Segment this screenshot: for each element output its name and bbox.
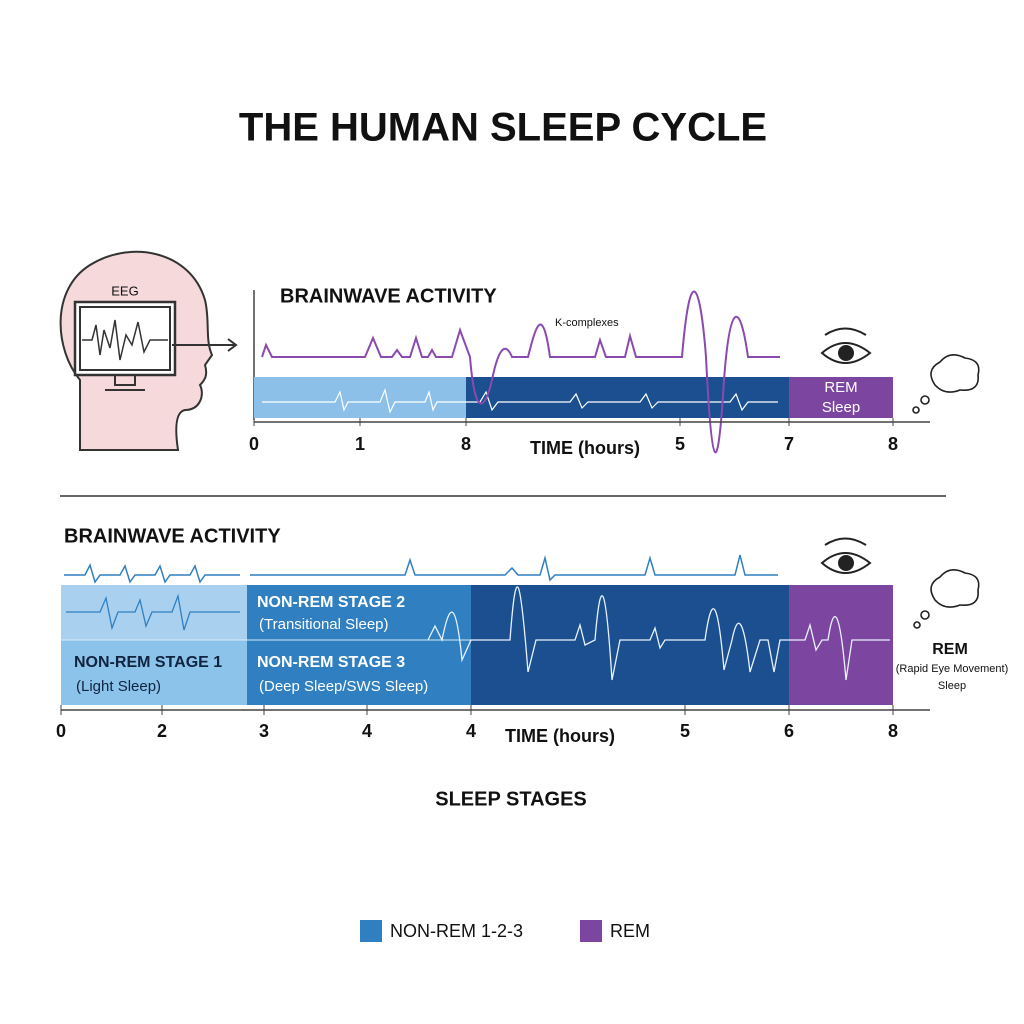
eye-icon bbox=[820, 327, 872, 364]
eeg-label: EEG bbox=[111, 283, 138, 298]
band-rem bbox=[789, 585, 893, 705]
top-heading: BRAINWAVE ACTIVITY bbox=[280, 285, 497, 307]
band-deep bbox=[471, 585, 789, 705]
stage-note: (Light Sleep) bbox=[76, 678, 161, 695]
x-axis-title-top: TIME (hours) bbox=[530, 438, 640, 458]
band-rem bbox=[789, 377, 893, 418]
x-tick-label: 0 bbox=[249, 434, 259, 454]
rem-name: REM bbox=[932, 641, 968, 658]
stage-labels: NON-REM STAGE 1 (Light Sleep) NON-REM STAG… bbox=[74, 594, 428, 695]
caption: SLEEP STAGES bbox=[435, 788, 587, 810]
legend-label: REM bbox=[610, 921, 650, 941]
legend: NON-REM 1-2-3 REM bbox=[360, 920, 650, 942]
x-tick-label: 8 bbox=[888, 434, 898, 454]
x-tick-label: 1 bbox=[355, 434, 365, 454]
x-tick-labels-bottom: 0 2 3 4 4 5 6 8 bbox=[56, 705, 898, 741]
band-light bbox=[254, 377, 466, 418]
eye-icon bbox=[820, 537, 872, 574]
band-stage23 bbox=[247, 585, 471, 705]
stage-note: (Deep Sleep/SWS Sleep) bbox=[259, 678, 428, 695]
x-tick-label: 4 bbox=[362, 721, 372, 741]
legend-label: NON-REM 1-2-3 bbox=[390, 921, 523, 941]
annotation: K-complexes bbox=[555, 317, 619, 329]
brainwave-top bbox=[261, 290, 780, 454]
band-deep bbox=[466, 377, 789, 418]
bottom-heading: BRAINWAVE ACTIVITY bbox=[64, 525, 281, 547]
rem-note: Sleep bbox=[822, 399, 860, 416]
stage-name: NON-REM STAGE 1 bbox=[74, 654, 222, 671]
band-stage1 bbox=[61, 640, 247, 705]
rem-note2: Sleep bbox=[938, 680, 966, 692]
legend-swatch bbox=[580, 920, 602, 942]
legend-swatch bbox=[360, 920, 382, 942]
rem-note: (Rapid Eye Movement) bbox=[896, 663, 1009, 675]
x-tick-label: 4 bbox=[466, 721, 476, 741]
title: THE HUMAN SLEEP CYCLE bbox=[239, 106, 767, 150]
x-axis-title-bottom: TIME (hours) bbox=[505, 726, 615, 746]
x-tick-label: 5 bbox=[675, 434, 685, 454]
x-tick-label: 8 bbox=[461, 434, 471, 454]
x-tick-label: 5 bbox=[680, 721, 690, 741]
wave-stage1 bbox=[66, 593, 240, 631]
x-tick-label: 7 bbox=[784, 434, 794, 454]
brainwave-bottom bbox=[64, 554, 778, 584]
dream-icon bbox=[913, 569, 980, 629]
rem-label: REM bbox=[824, 379, 857, 396]
head-icon bbox=[59, 250, 238, 451]
x-tick-label: 0 bbox=[56, 721, 66, 741]
x-tick-label: 6 bbox=[784, 721, 794, 741]
x-tick-label: 2 bbox=[157, 721, 167, 741]
x-tick-labels-top: 0 1 8 5 7 8 bbox=[249, 418, 898, 454]
stage-note: (Transitional Sleep) bbox=[259, 616, 389, 633]
dream-icon bbox=[912, 354, 980, 414]
x-tick-label: 3 bbox=[259, 721, 269, 741]
stage-name: NON-REM STAGE 3 bbox=[257, 654, 405, 671]
stage-name: NON-REM STAGE 2 bbox=[257, 594, 405, 611]
wave-deep bbox=[427, 586, 890, 681]
x-tick-label: 8 bbox=[888, 721, 898, 741]
brainwave-top-inner bbox=[262, 388, 778, 414]
